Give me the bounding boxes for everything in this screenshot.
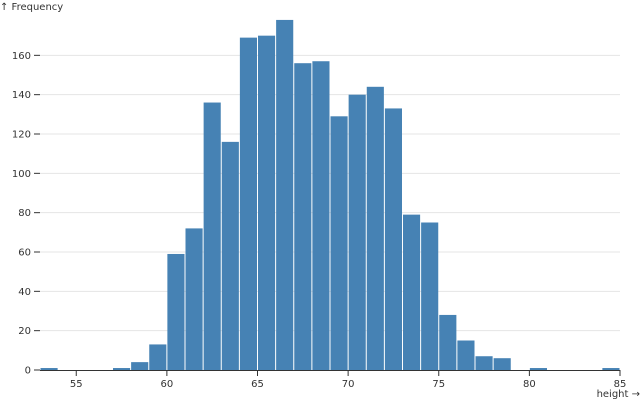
histogram-bar — [439, 314, 457, 370]
histogram-bar — [239, 37, 257, 371]
bars — [40, 19, 620, 371]
x-tick-label: 85 — [614, 379, 627, 390]
histogram-bar — [457, 340, 475, 370]
histogram-bar — [221, 141, 239, 370]
histogram-bar — [294, 63, 312, 370]
histogram-bar — [384, 108, 402, 370]
histogram-bar — [167, 253, 185, 370]
y-tick-label: 40 — [18, 287, 31, 298]
histogram-bar — [348, 94, 366, 371]
histogram-bar — [185, 228, 203, 370]
histogram-bar — [131, 362, 149, 370]
x-tick-label: 60 — [161, 379, 174, 390]
histogram-bar — [421, 222, 439, 370]
y-axis: 0 20 40 60 80 100 120 140 160 — [12, 51, 40, 377]
histogram-bar — [475, 356, 493, 370]
y-tick-label: 160 — [12, 51, 31, 62]
histogram-bar — [203, 102, 221, 371]
histogram-bar — [366, 86, 384, 371]
histogram-bar — [529, 368, 547, 370]
histogram-bar — [403, 214, 421, 370]
x-tick-label: 75 — [432, 379, 445, 390]
x-tick-label: 80 — [523, 379, 536, 390]
x-axis-title: height → — [597, 389, 640, 400]
histogram-bar — [602, 368, 620, 370]
x-tick-label: 55 — [70, 379, 83, 390]
y-tick-label: 60 — [18, 248, 31, 259]
histogram-bar — [330, 116, 348, 370]
histogram-bar — [149, 344, 167, 370]
histogram-bar — [258, 35, 276, 371]
y-tick-label: 80 — [18, 208, 31, 219]
histogram-bar — [276, 19, 294, 371]
histogram-bar — [113, 368, 131, 370]
y-tick-label: 0 — [25, 366, 31, 377]
y-tick-label: 140 — [12, 90, 31, 101]
histogram-bar — [493, 358, 511, 370]
gridlines — [40, 54, 620, 332]
y-tick-label: 20 — [18, 326, 31, 337]
y-tick-label: 100 — [12, 169, 31, 180]
histogram-bar — [40, 368, 58, 370]
y-axis-title: ↑ Frequency — [0, 2, 63, 13]
x-axis: 55 60 65 70 75 80 85 — [40, 370, 626, 390]
x-tick-label: 70 — [342, 379, 355, 390]
histogram-bar — [312, 61, 330, 370]
y-tick-label: 120 — [12, 130, 31, 141]
x-tick-label: 65 — [251, 379, 264, 390]
